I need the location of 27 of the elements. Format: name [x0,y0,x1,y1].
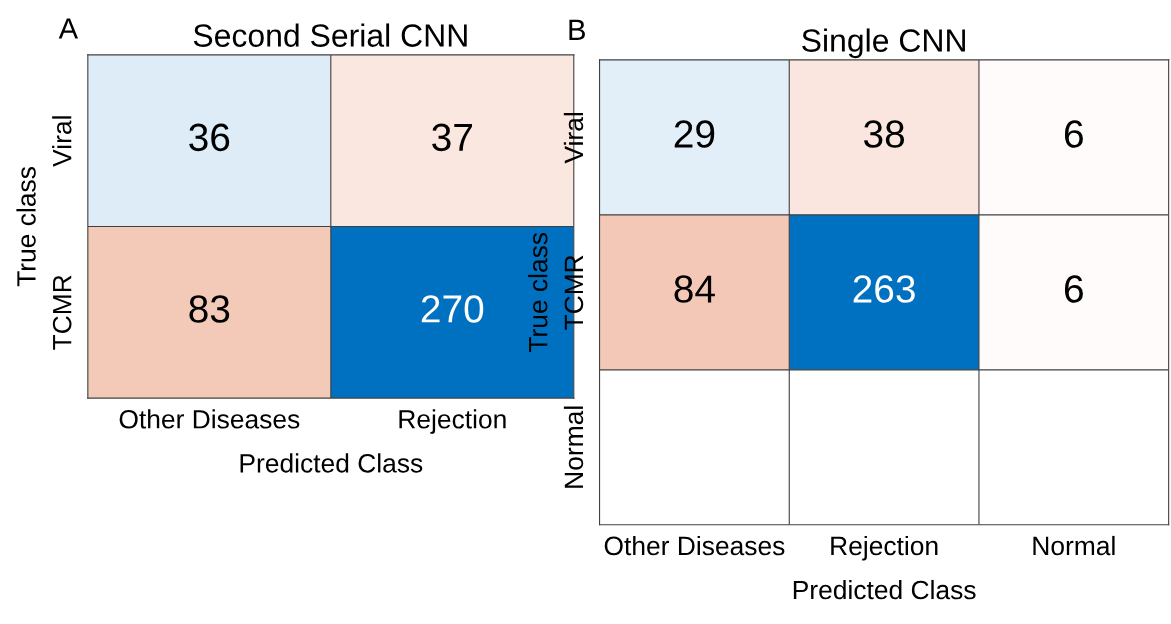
chart-title: Single CNN [802,28,965,59]
data-label: 83 [189,295,230,323]
data-label: 6 [1064,275,1083,303]
x-tick-label: Normal [1033,535,1115,556]
y-tick-label: Viral [563,112,584,164]
data-label: 38 [863,120,905,148]
data-label: 84 [674,275,715,303]
data-label: 36 [189,123,230,152]
x-tick-label: Rejection [399,409,506,434]
y-axis-title: True class [528,232,548,353]
x-tick-label: Rejection [831,535,938,561]
data-label: 37 [432,123,472,152]
data-label: 263 [853,275,915,303]
y-tick-label: Viral [52,116,72,167]
text: B [569,19,585,40]
y-tick-label: TCMR [564,255,584,330]
y-axis-title: True class [16,167,36,287]
x-axis-title: Predicted Class [793,579,976,600]
y-tick-label: TCMR [52,275,72,350]
data-label: 6 [1064,120,1083,148]
x-tick-label: Other Diseases [604,535,785,556]
data-label: 29 [674,120,715,148]
data-label: 270 [421,295,484,323]
chart-title: Second Serial CNN [193,23,467,47]
text: A [58,18,79,39]
x-tick-label: Other Diseases [119,409,300,429]
x-axis-title: Predicted Class [240,453,423,473]
